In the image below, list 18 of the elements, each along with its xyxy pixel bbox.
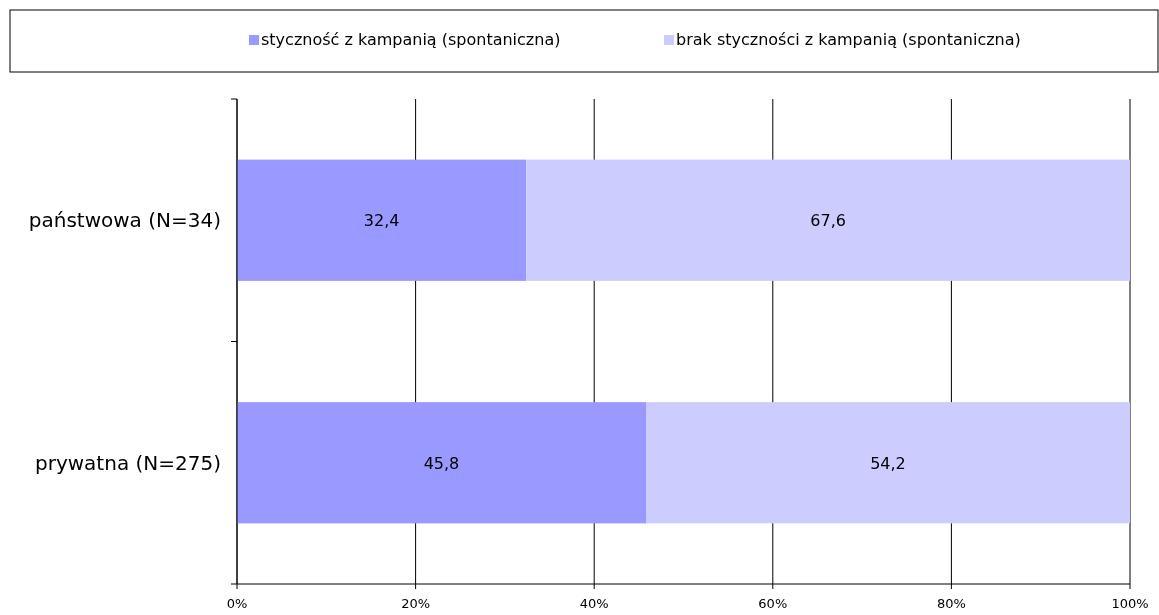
- bar: [237, 402, 646, 524]
- legend-label: brak styczności z kampanią (spontaniczna): [676, 30, 1021, 49]
- x-tick-label: 40%: [579, 596, 609, 611]
- bar: [237, 159, 527, 281]
- x-tick-label: 80%: [936, 596, 966, 611]
- x-tick-label: 20%: [401, 596, 431, 611]
- data-label: 67,6: [810, 211, 846, 231]
- data-label: 32,4: [363, 211, 400, 231]
- bar: [526, 159, 1130, 281]
- data-label: 45,8: [423, 453, 460, 473]
- y-tick-label: państwowa (N=34): [28, 208, 221, 233]
- y-tick-label: prywatna (N=275): [35, 450, 221, 475]
- x-tick-label: 0%: [226, 596, 248, 611]
- bar: [645, 402, 1130, 524]
- x-tick-label: 60%: [758, 596, 788, 611]
- data-label: 54,2: [870, 453, 906, 473]
- x-tick-label: 100%: [1111, 596, 1149, 611]
- legend-label: styczność z kampanią (spontaniczna): [261, 30, 561, 49]
